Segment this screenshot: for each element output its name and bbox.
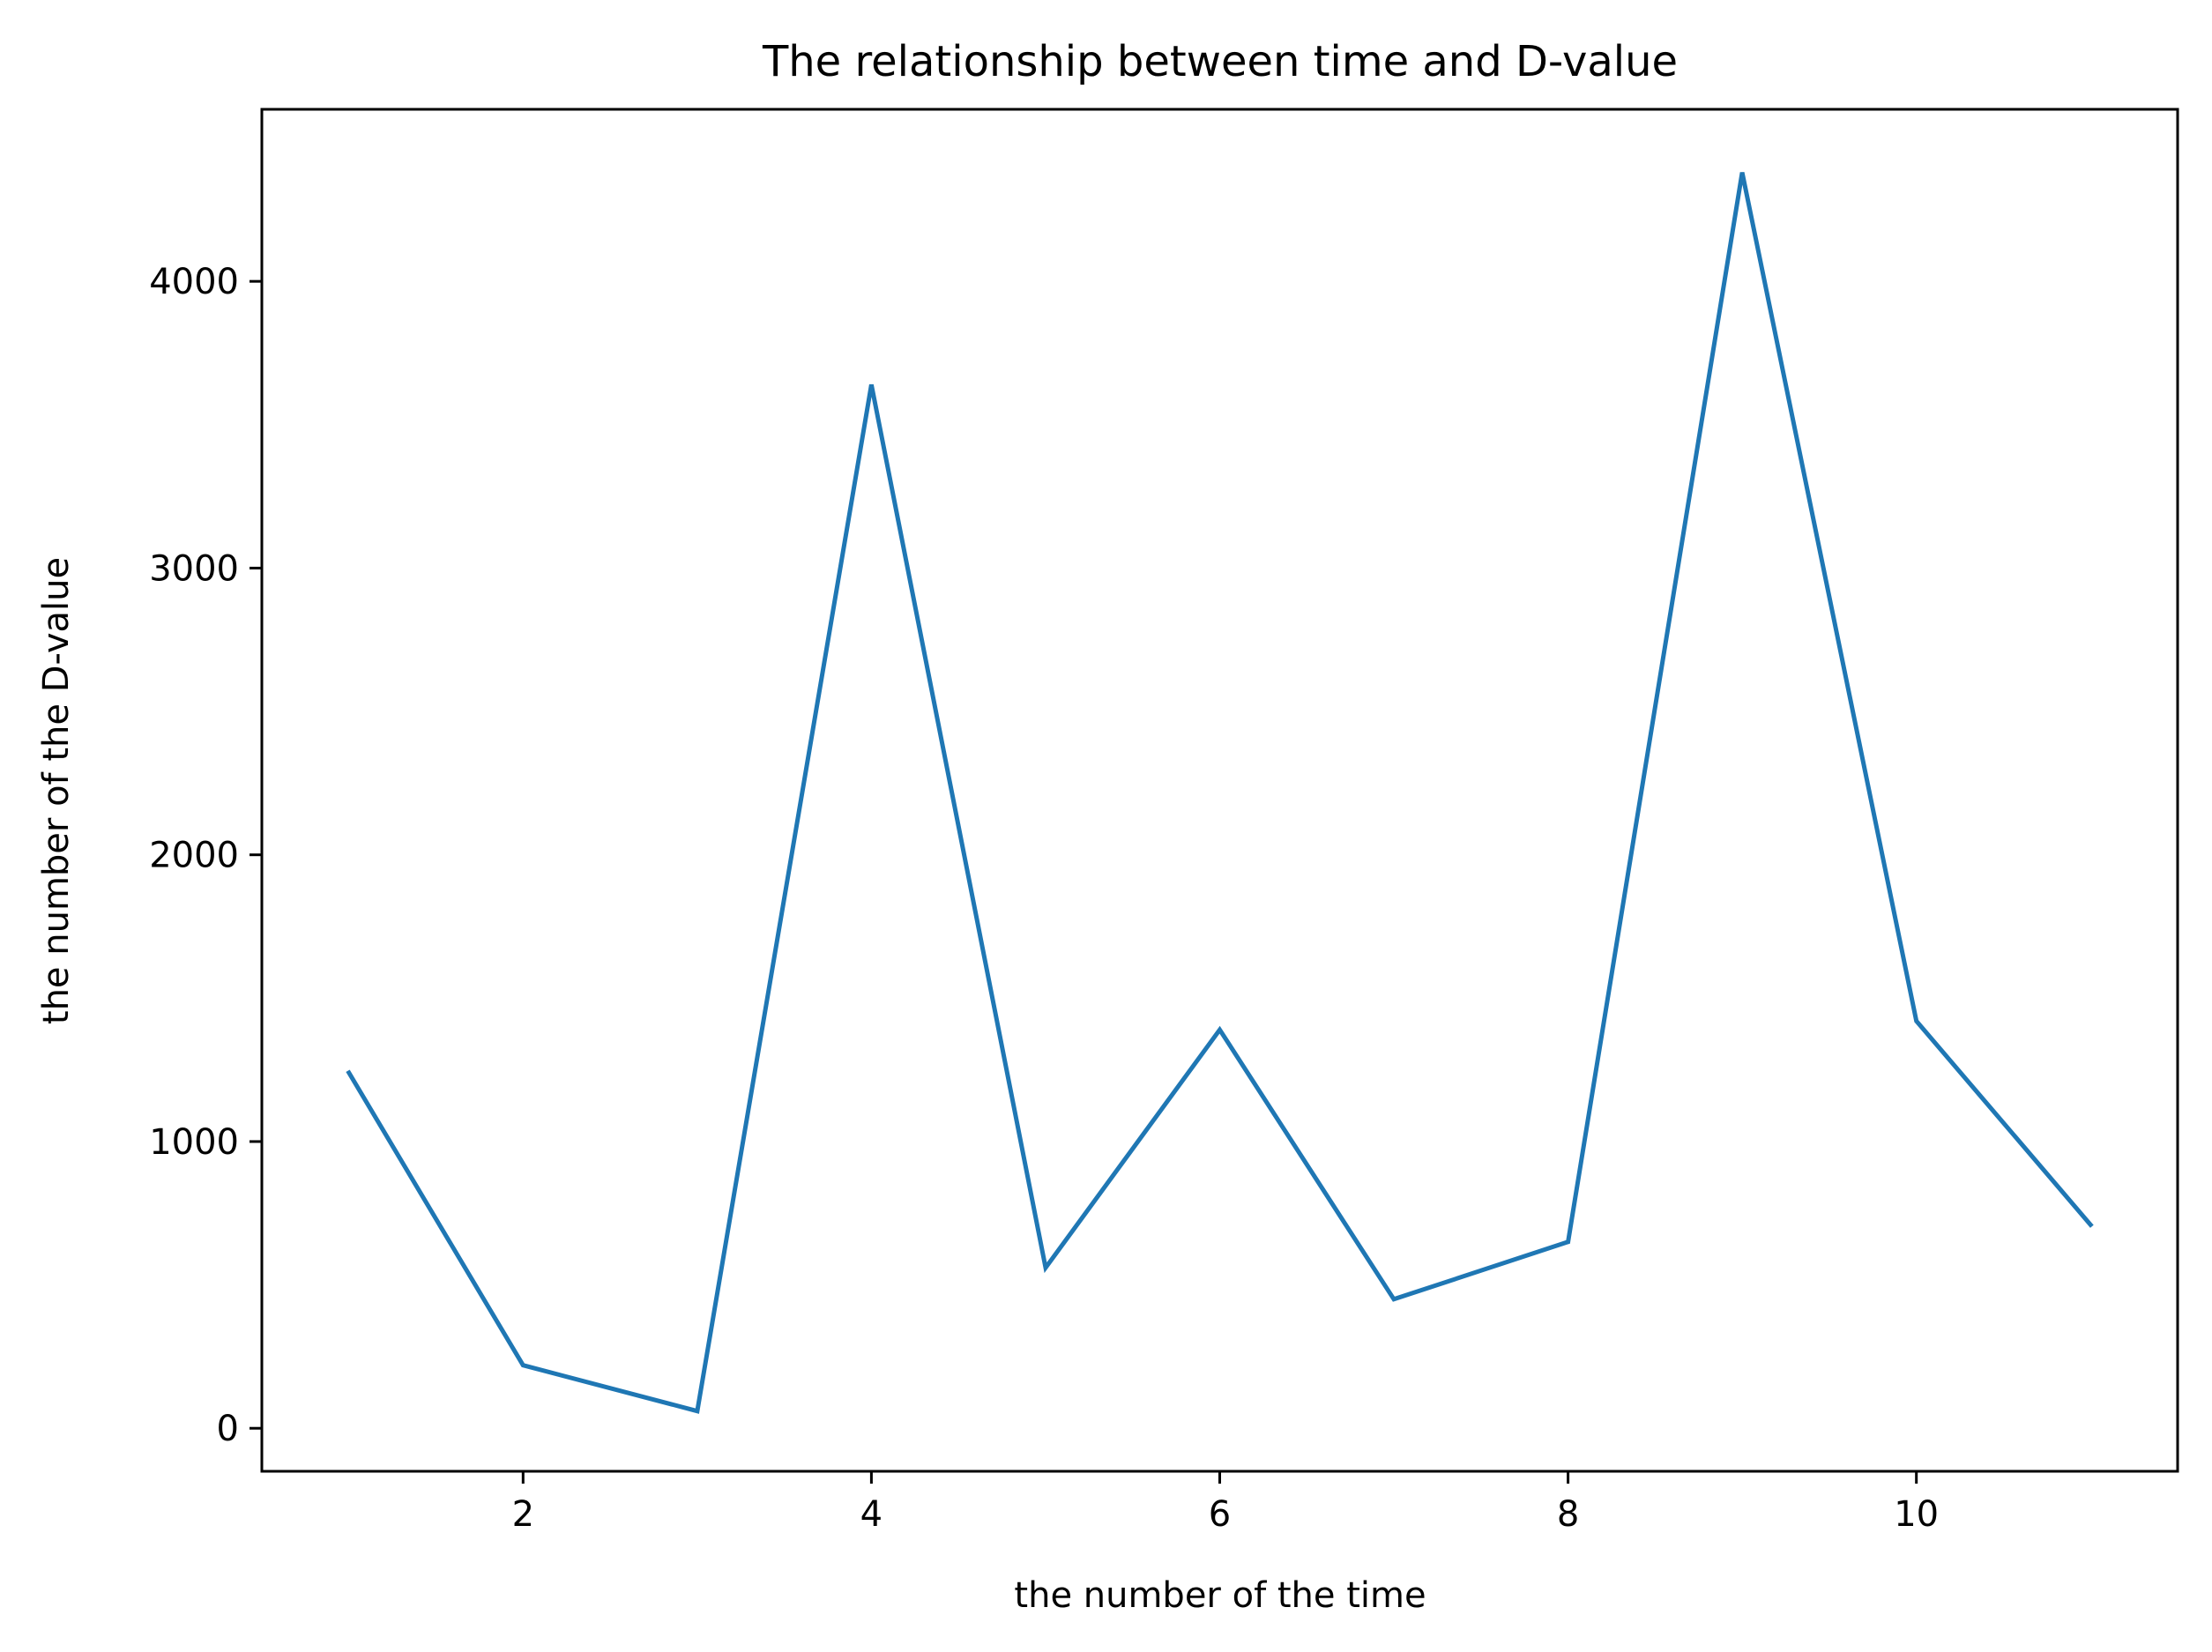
y-tick-label: 2000 [149, 836, 239, 876]
x-tick-label: 2 [512, 1494, 534, 1535]
x-tick-label: 6 [1209, 1494, 1231, 1535]
x-tick-label: 4 [860, 1494, 883, 1535]
y-tick-label: 1000 [149, 1122, 239, 1163]
x-tick-label: 10 [1894, 1494, 1939, 1535]
x-axis: 2 4 6 8 10 [512, 1471, 1939, 1535]
series-line [346, 172, 2094, 1414]
x-axis-label: the number of the time [1014, 1575, 1426, 1616]
y-axis-label: the number of the D-value [36, 557, 77, 1024]
y-tick-label: 0 [217, 1409, 239, 1449]
y-tick-label: 3000 [149, 548, 239, 589]
y-tick-label: 4000 [149, 262, 239, 302]
y-axis: 0 1000 2000 3000 4000 [149, 262, 262, 1449]
x-tick-label: 8 [1557, 1494, 1579, 1535]
chart-title: The relationship between time and D-valu… [762, 37, 1678, 86]
